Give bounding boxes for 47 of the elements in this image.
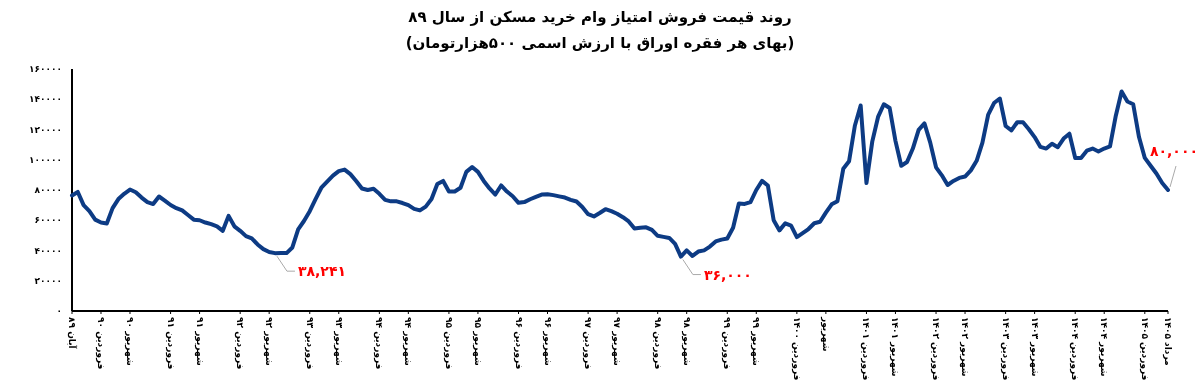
x-tick-label: شهریور ۱۴۰۳ (1028, 317, 1040, 377)
x-tick-label: شهریور ۹۱ (193, 317, 205, 366)
y-tick-label: ۱۲۰۰۰۰ (29, 124, 62, 135)
x-tick-label: شهریور ۱۴۰۱ (889, 317, 901, 377)
x-tick-label: مرداد ۱۴۰۵ (1162, 317, 1173, 366)
x-tick-label: فروردین ۱۴۰۴ (1069, 317, 1081, 381)
x-tick-label: شهریور ۹۵ (471, 317, 483, 366)
x-tick-label: شهریور ۹۷ (611, 317, 623, 366)
x-tick-label: فروردین ۹۳ (303, 317, 315, 370)
y-tick-label: ۶۰۰۰۰ (34, 215, 62, 226)
x-tick-label: شهریور ۹۲ (263, 317, 275, 366)
x-tick-label: شهریور ۹۳ (332, 317, 344, 366)
x-tick-label: فروردین ۱۴۰۳ (999, 317, 1011, 381)
x-tick-label: شهریور ۹۰ (123, 317, 135, 366)
x-tick-label: فروردین ۹۷ (582, 317, 594, 370)
y-tick-label: ۸۰۰۰۰ (34, 185, 62, 195)
x-tick-label: شهریور ۹۹ (750, 317, 762, 366)
y-tick-label: ۱۴۰۰۰۰ (29, 94, 62, 105)
x-tick-label: فروردین ۹۴ (373, 317, 385, 370)
x-tick-label: شهریور ۱۴۰۴ (1098, 317, 1110, 377)
x-tick-label: شهریور ۹۸ (680, 317, 692, 366)
x-tick-label: فروردین ۱۴۰۵ (1138, 317, 1150, 381)
x-tick-label: فروردین ۹۱ (164, 317, 176, 370)
x-tick-label: شهریور ۹۴ (402, 317, 414, 366)
x-tick-label: فروردین ۹۶ (512, 317, 524, 370)
x-tick-label: فروردین ۱۴۰۱ (860, 317, 872, 381)
y-tick-label: ۱۰۰۰۰۰ (29, 154, 62, 165)
text: ۸۰,۰۰۰ (1149, 143, 1198, 159)
text: ۳۸,۲۴۱ (297, 263, 347, 280)
x-tick-label: آبان ۸۹ (67, 317, 78, 350)
x-tick-label: فروردین ۱۴۰۲ (930, 317, 942, 381)
x-tick-label: فروردین ۹۸ (651, 317, 663, 370)
x-tick-label: فروردین ۹۰ (94, 317, 106, 370)
x-tick-label: شهریور ۱۴۰۲ (959, 317, 971, 377)
x-tick-label: فروردین ۱۴۰۰ (790, 317, 802, 381)
chart-title: روند قیمت فروش امتیاز وام خرید مسکن از سال ۸۹ (408, 8, 792, 26)
y-tick-label: ۰ (56, 306, 62, 316)
y-tick-label: ۲۰۰۰۰ (34, 275, 62, 286)
x-tick-label: شهریور ۹۶ (541, 317, 553, 366)
chart-subtitle: (بهای هر فقره اوراق با ارزش اسمی ۵۰۰هزارتومان) (405, 34, 795, 52)
x-tick-label: فروردین ۹۹ (721, 317, 733, 370)
x-tick-label: فروردین ۹۲ (234, 317, 246, 370)
text: ۳۶,۰۰۰ (703, 266, 752, 283)
x-tick-label: فروردین ۹۵ (442, 317, 454, 370)
x-tick-label: شهریور (819, 316, 831, 352)
y-tick-label: ۴۰۰۰۰ (34, 245, 62, 256)
y-tick-label: ۱۶۰۰۰۰ (29, 64, 62, 74)
